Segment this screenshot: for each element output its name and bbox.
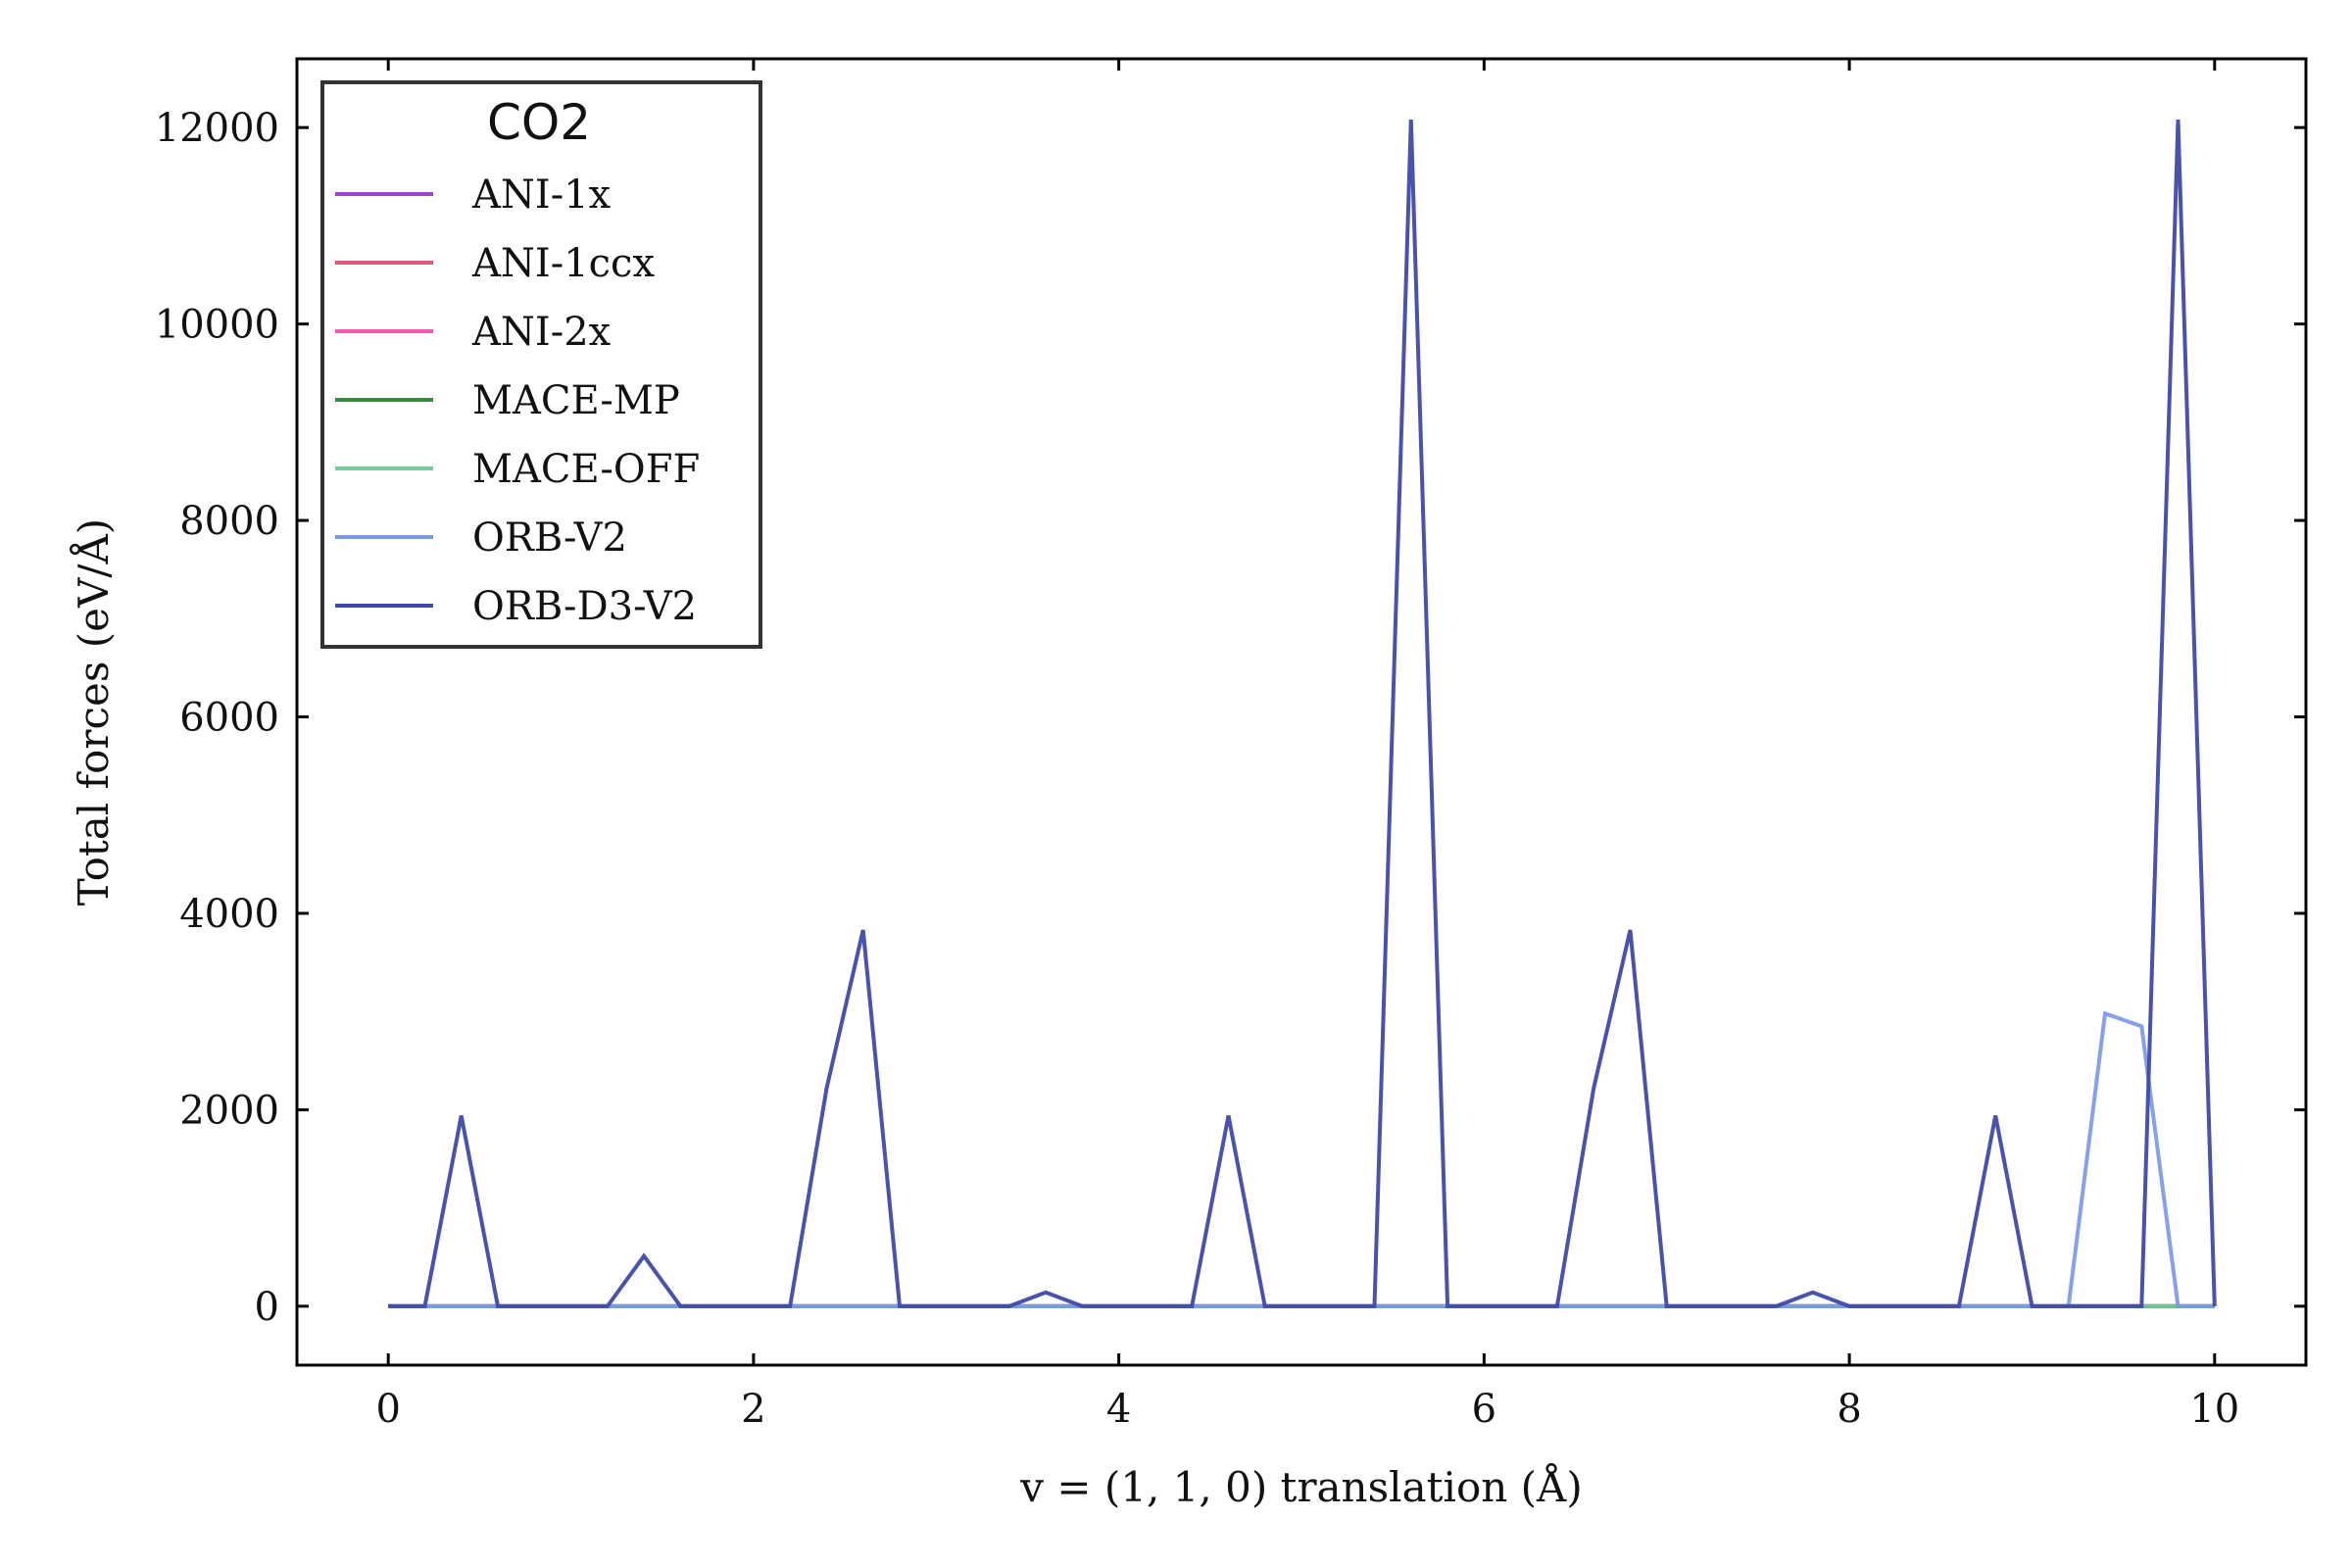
plot-frame xyxy=(295,57,2308,1367)
x-tick-label: 6 xyxy=(1472,1387,1496,1432)
y-tick-label: 6000 xyxy=(179,696,279,741)
series-lines xyxy=(388,120,2217,1308)
legend-entry: ANI-1x xyxy=(471,172,612,218)
legend-entry: ORB-V2 xyxy=(472,515,627,561)
x-tick-label: 0 xyxy=(375,1387,400,1432)
x-tick-label: 2 xyxy=(741,1387,765,1432)
y-tick-label: 12000 xyxy=(155,106,279,151)
legend: CO2 ANI-1x ANI-1ccx ANI-2x MACE-MP MACE-OFF OR… xyxy=(320,80,762,649)
x-tick-label: 8 xyxy=(1837,1387,1861,1432)
y-axis-label: Total forces (eV/Å) xyxy=(69,518,118,906)
legend-entry: MACE-OFF xyxy=(472,447,700,492)
series-line-orb-v2 xyxy=(388,1010,2215,1308)
series-line-orb-d3-v2 xyxy=(388,120,2217,1308)
x-tick-label: 4 xyxy=(1106,1387,1131,1432)
y-tick-label: 4000 xyxy=(179,892,279,937)
legend-entry: ORB-D3-V2 xyxy=(472,584,697,629)
legend-entry: MACE-MP xyxy=(472,378,680,423)
legend-title: CO2 xyxy=(487,94,591,151)
x-axis-label: v = (1, 1, 0) translation (Å) xyxy=(1019,1462,1582,1511)
legend-entry: ANI-2x xyxy=(471,310,612,355)
legend-entry: ANI-1ccx xyxy=(471,241,655,286)
x-tick-label: 10 xyxy=(2189,1387,2239,1432)
axes: 0 2 4 6 8 10 0 2000 4000 6000 8000 10000 12000 v = (1… xyxy=(69,57,2308,1511)
y-tick-label: 0 xyxy=(255,1285,279,1330)
y-tick-label: 10000 xyxy=(155,303,279,348)
legend-box xyxy=(320,80,762,649)
y-tick-label: 8000 xyxy=(179,499,279,544)
y-tick-label: 2000 xyxy=(179,1088,279,1133)
